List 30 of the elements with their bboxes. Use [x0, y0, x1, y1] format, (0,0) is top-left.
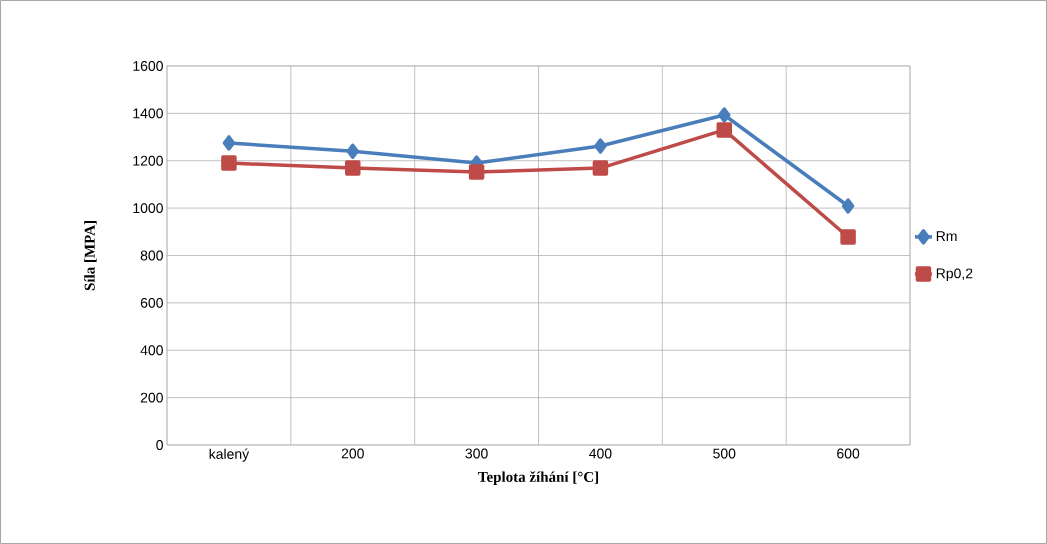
point [468, 164, 485, 180]
y-tick-label: 600 [140, 297, 163, 308]
x-tick-label: kalený [209, 448, 250, 462]
x-tick-label: 600 [837, 448, 860, 459]
x-tick-label: 400 [589, 448, 612, 459]
y-tick-label: 1200 [133, 155, 163, 166]
legend-label: Rm [936, 231, 957, 241]
point [592, 160, 609, 176]
point [346, 143, 360, 160]
x-axis-title: Teplota žíhání [°C] [478, 471, 599, 486]
point [841, 198, 855, 214]
point [221, 155, 237, 171]
point [594, 138, 607, 154]
x-tick-label: 200 [341, 448, 364, 459]
y-tick-label: 1400 [133, 108, 163, 119]
y-tick-label: 800 [140, 250, 163, 261]
point [222, 135, 236, 151]
y-tick-label: 0 [156, 440, 163, 450]
y-tick-label: 1600 [133, 61, 163, 71]
point [840, 229, 856, 245]
x-tick-label: 300 [465, 448, 488, 459]
x-tick-label: 500 [713, 448, 736, 459]
point [345, 160, 361, 176]
y-tick-label: 1000 [133, 203, 163, 214]
y-tick-label: 200 [140, 392, 163, 403]
point [716, 122, 733, 138]
point [718, 107, 731, 123]
y-tick-label: 400 [140, 345, 163, 356]
y-axis-title: Síla [MPA] [84, 221, 97, 291]
legend-label: Rp0,2 [936, 268, 973, 282]
